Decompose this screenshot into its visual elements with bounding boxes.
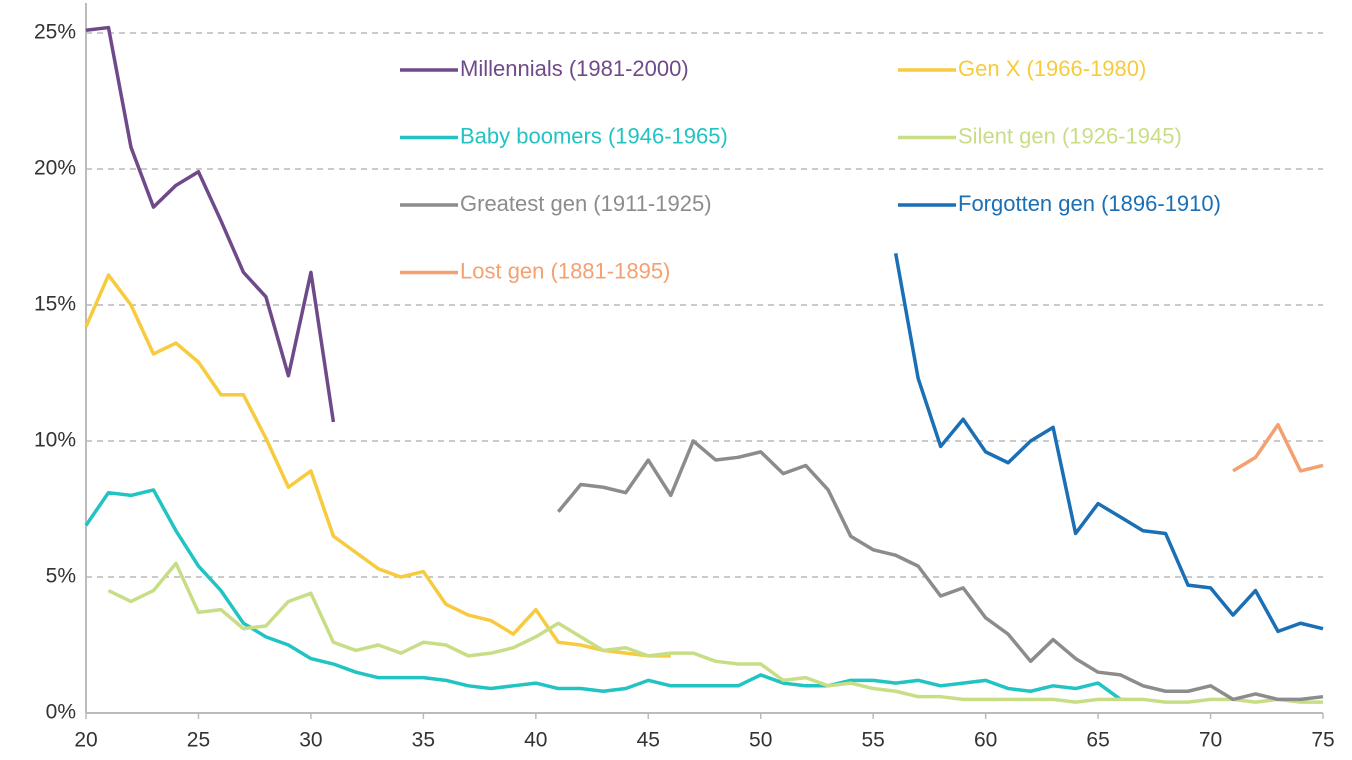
x-tick-label: 60 (974, 729, 997, 752)
x-tick-label: 75 (1311, 729, 1334, 752)
legend-label: Forgotten gen (1896-1910) (958, 191, 1221, 216)
y-tick-label: 5% (46, 565, 76, 588)
series-line (893, 253, 1324, 634)
y-tick-label: 20% (34, 157, 76, 180)
x-tick-label: 30 (299, 729, 322, 752)
x-tick-label: 65 (1086, 729, 1109, 752)
x-tick-label: 20 (74, 729, 97, 752)
series-line (85, 25, 336, 423)
series-line (556, 439, 1324, 702)
series-line (107, 561, 1323, 704)
series-line (84, 488, 1122, 701)
y-tick-label: 10% (34, 429, 76, 452)
legend-label: Millennials (1981-2000) (460, 56, 689, 81)
x-tick-label: 35 (412, 729, 435, 752)
series-line (1232, 422, 1324, 473)
legend-label: Lost gen (1881-1895) (460, 258, 670, 283)
y-tick-label: 15% (34, 293, 76, 316)
y-tick-label: 25% (34, 21, 76, 44)
x-tick-label: 55 (862, 729, 885, 752)
x-tick-label: 25 (187, 729, 210, 752)
legend-label: Greatest gen (1911-1925) (460, 191, 712, 216)
x-tick-label: 70 (1199, 729, 1222, 752)
y-tick-label: 0% (46, 701, 76, 724)
x-tick-label: 45 (637, 729, 660, 752)
legend-label: Gen X (1966-1980) (958, 56, 1146, 81)
legend-label: Baby boomers (1946-1965) (460, 123, 728, 148)
x-tick-label: 50 (749, 729, 772, 752)
x-tick-label: 40 (524, 729, 547, 752)
legend-label: Silent gen (1926-1945) (958, 123, 1182, 148)
series-line (84, 273, 671, 658)
